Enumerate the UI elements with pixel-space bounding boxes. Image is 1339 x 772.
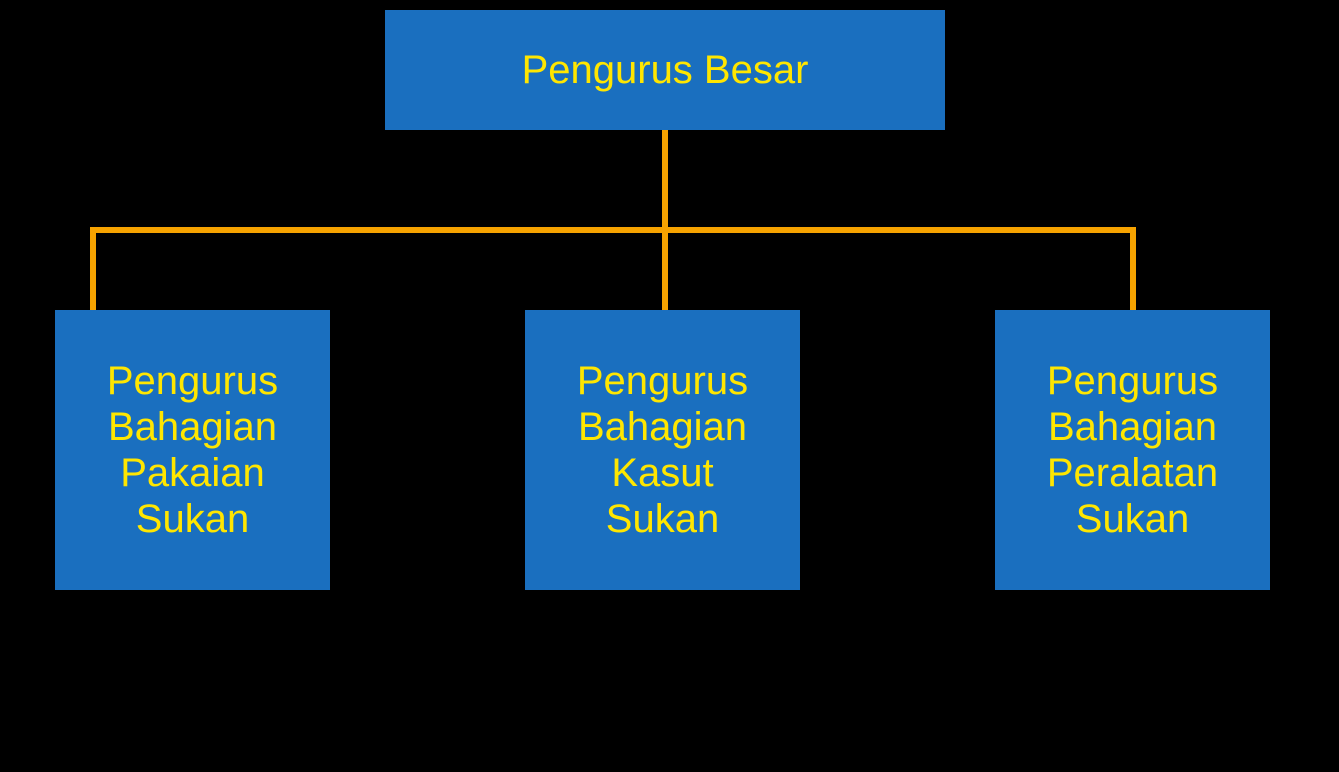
node-child-1-label: Pengurus Bahagian Kasut Sukan xyxy=(525,358,800,542)
node-child-2: Pengurus Bahagian Peralatan Sukan xyxy=(995,310,1270,590)
node-child-1: Pengurus Bahagian Kasut Sukan xyxy=(525,310,800,590)
node-child-0-label: Pengurus Bahagian Pakaian Sukan xyxy=(55,358,330,542)
connector-drop-middle xyxy=(662,227,668,310)
node-root: Pengurus Besar xyxy=(385,10,945,130)
org-chart: Pengurus Besar Pengurus Bahagian Pakaian… xyxy=(0,0,1339,772)
node-root-label: Pengurus Besar xyxy=(385,47,945,93)
connector-bus xyxy=(90,227,1136,233)
connector-drop-left xyxy=(90,227,96,310)
node-child-2-label: Pengurus Bahagian Peralatan Sukan xyxy=(995,358,1270,542)
connector-drop-right xyxy=(1130,227,1136,310)
connector-trunk xyxy=(662,130,668,230)
node-child-0: Pengurus Bahagian Pakaian Sukan xyxy=(55,310,330,590)
